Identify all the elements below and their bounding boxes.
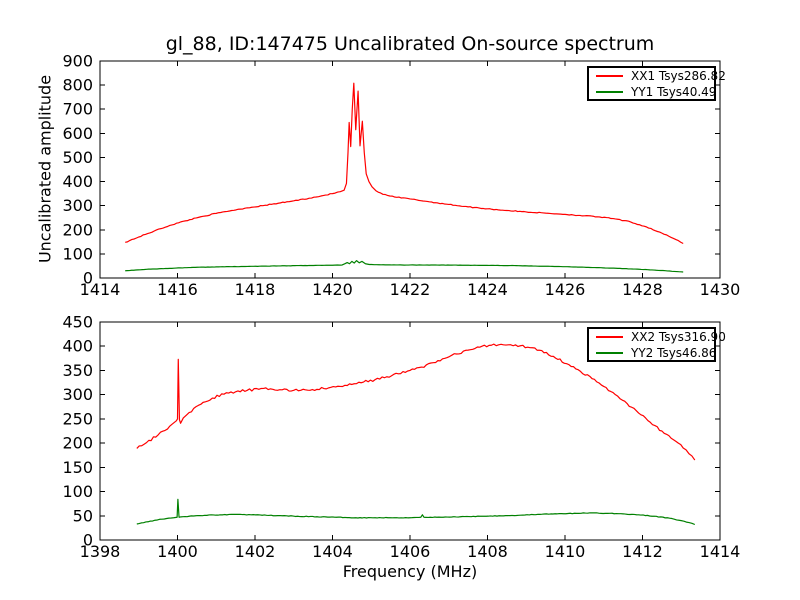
x-tick-label: 1420 [312, 280, 353, 299]
y-tick-label: 400 [62, 337, 93, 356]
x-tick-label: 1412 [622, 542, 663, 561]
series-line-yy2 [136, 498, 696, 526]
legend-line-sample-xx1 [596, 74, 623, 77]
legend-entry-xx1: XX1 Tsys286.82 [589, 68, 726, 84]
y-tick-label: 100 [62, 244, 93, 263]
y-tick-label: 300 [62, 196, 93, 215]
series-line-yy1 [125, 260, 684, 273]
x-tick-label: 1398 [80, 542, 121, 561]
series-line-xx1 [125, 82, 684, 245]
y-tick-label: 450 [62, 313, 93, 332]
plot-title: gl_88, ID:147475 Uncalibrated On-source … [165, 33, 655, 55]
legend-entry-yy1: YY1 Tsys40.49 [589, 84, 717, 100]
x-tick-label: 1410 [545, 542, 586, 561]
legend-label-yy2: YY2 Tsys46.86 [631, 345, 717, 360]
legend-label-yy1: YY1 Tsys40.49 [631, 84, 717, 99]
x-tick-label: 1422 [390, 280, 431, 299]
x-tick-label: 1426 [545, 280, 586, 299]
x-tick-label: 1404 [312, 542, 353, 561]
y-tick-label: 350 [62, 361, 93, 380]
x-tick-label: 1408 [467, 542, 508, 561]
y-tick-label: 300 [62, 385, 93, 404]
y-tick-label: 900 [62, 52, 93, 71]
legend-bottom-plot: XX2 Tsys316.90 YY2 Tsys46.86 [587, 327, 726, 362]
y-tick-label: 0 [83, 531, 93, 550]
x-tick-label: 1400 [157, 542, 198, 561]
legend-line-sample-xx2 [596, 335, 623, 338]
legend-line-sample-yy2 [596, 351, 623, 354]
legend-label-xx2: XX2 Tsys316.90 [631, 329, 726, 344]
legend-label-xx1: XX1 Tsys286.82 [631, 68, 726, 83]
y-tick-label: 50 [73, 506, 93, 525]
y-tick-label: 250 [62, 409, 93, 428]
y-tick-label: 700 [62, 100, 93, 119]
y-tick-label: 500 [62, 148, 93, 167]
y-axis-label: Uncalibrated amplitude [35, 74, 55, 264]
y-tick-label: 600 [62, 124, 93, 143]
x-tick-label: 1416 [157, 280, 198, 299]
y-tick-label: 800 [62, 76, 93, 95]
legend-entry-xx2: XX2 Tsys316.90 [589, 329, 726, 345]
y-tick-label: 100 [62, 482, 93, 501]
x-tick-label: 1414 [80, 280, 121, 299]
x-tick-label: 1406 [390, 542, 431, 561]
x-tick-label: 1424 [467, 280, 508, 299]
legend-entry-yy2: YY2 Tsys46.86 [589, 345, 717, 361]
y-tick-label: 200 [62, 220, 93, 239]
x-tick-label: 1430 [700, 280, 741, 299]
y-tick-label: 150 [62, 458, 93, 477]
y-tick-label: 200 [62, 434, 93, 453]
x-tick-label: 1428 [622, 280, 663, 299]
y-tick-label: 400 [62, 172, 93, 191]
x-tick-label: 1414 [700, 542, 741, 561]
legend-top-plot: XX1 Tsys286.82 YY1 Tsys40.49 [587, 66, 726, 101]
legend-line-sample-yy1 [596, 90, 623, 93]
x-tick-label: 1402 [235, 542, 276, 561]
series-line-xx2 [136, 343, 696, 461]
x-tick-label: 1418 [235, 280, 276, 299]
y-tick-label: 0 [83, 269, 93, 288]
x-axis-label: Frequency (MHz) [342, 562, 478, 581]
